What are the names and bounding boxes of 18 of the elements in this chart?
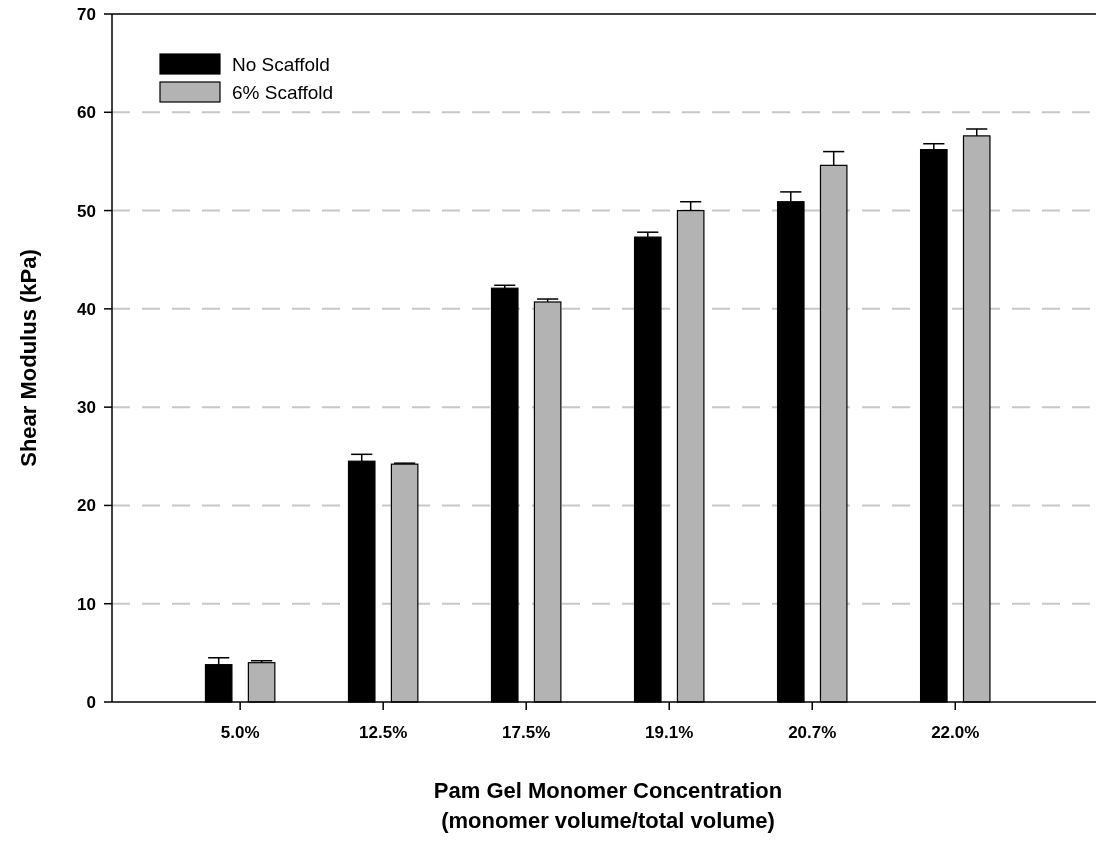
x-axis-title: Pam Gel Monomer Concentration (monomer volume/total volume) [433,778,783,833]
y-tick-label: 0 [86,692,96,712]
y-tick-label: 30 [77,398,96,418]
y-tick-label: 40 [77,299,96,319]
y-tick-label: 60 [77,103,96,123]
y-tick-label: 70 [77,4,96,24]
x-tick-label: 17.5% [502,723,551,742]
y-tick-label: 10 [77,594,96,614]
y-tick-label: 20 [77,496,96,516]
y-axis-title: Shear Modulus (kPa) [16,249,41,467]
legend-label: 6% Scaffold [232,81,334,103]
x-tick-label: 12.5% [359,723,408,742]
legend-label: No Scaffold [232,53,330,75]
x-tick-label: 20.7% [788,723,837,742]
y-tick-label: 50 [77,201,96,221]
x-tick-label: 5.0% [220,723,260,742]
x-tick-label: 19.1% [645,723,694,742]
x-tick-label: 22.0% [931,723,980,742]
